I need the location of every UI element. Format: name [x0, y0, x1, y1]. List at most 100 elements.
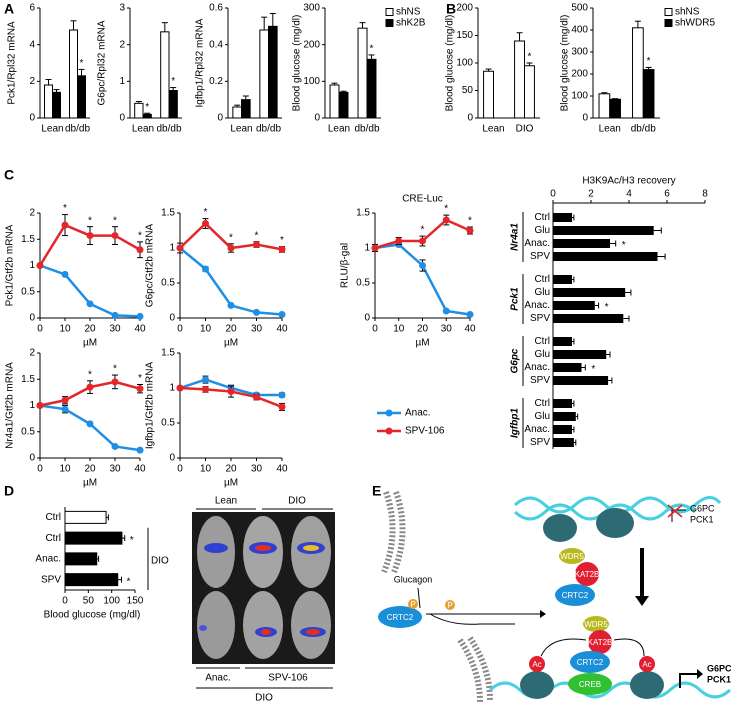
- x-tick-label: 30: [109, 464, 121, 475]
- y-tick-label: 2: [119, 39, 125, 50]
- significance: *: [204, 207, 208, 218]
- y-tick-label: 400: [571, 25, 588, 36]
- bar: [553, 314, 624, 323]
- point: [202, 385, 209, 393]
- point: [111, 442, 119, 450]
- nucleosome: [520, 671, 554, 699]
- nucleosome: [630, 671, 664, 699]
- bar: [553, 412, 576, 421]
- point: [36, 262, 44, 269]
- bar: [64, 531, 123, 545]
- point: [136, 385, 144, 393]
- x-tick-label: Lean: [230, 124, 252, 135]
- membrane: [391, 491, 406, 574]
- x-tick-label: db/db: [256, 124, 281, 135]
- bar: [69, 29, 78, 119]
- bar: [366, 58, 377, 119]
- bar: [553, 399, 572, 408]
- point: [136, 446, 144, 454]
- y-axis-label: Igfbp1/Gtf2b mRNA: [145, 362, 156, 450]
- y-tick-label: 1: [364, 243, 370, 254]
- y-tick-label: 100: [456, 58, 473, 69]
- category-label: Ctrl: [45, 533, 61, 544]
- point: [442, 307, 450, 315]
- y-tick-label: 0.6: [209, 3, 223, 14]
- point: [278, 391, 286, 399]
- nucleosome: [596, 508, 634, 538]
- mouse: [197, 591, 235, 659]
- point: [61, 221, 69, 229]
- series-line: [39, 264, 141, 318]
- y-axis-label: G6pc/Rpl32 mRNA: [97, 20, 108, 105]
- y-tick-label: 1.5: [161, 348, 175, 359]
- acetyl: [529, 656, 545, 672]
- category-label: Ctrl: [534, 398, 550, 409]
- bar: [553, 239, 610, 248]
- y-axis-label: Pck1/Gtf2b mRNA: [5, 224, 16, 306]
- phosphate: [408, 599, 418, 609]
- x-tick-label: Lean: [132, 124, 154, 135]
- y-axis-label: G6pc/Gtf2b mRNA: [145, 223, 156, 307]
- group-label: Nr4a1: [510, 223, 521, 251]
- significance: *: [138, 373, 142, 384]
- y-tick-label: 2: [29, 76, 35, 87]
- significance: *: [622, 240, 626, 251]
- x-tick-label: 6: [664, 189, 670, 200]
- bar: [357, 27, 368, 119]
- legend-swatch: [664, 19, 673, 27]
- significance: *: [113, 215, 117, 226]
- series-line: [374, 243, 471, 316]
- point: [253, 393, 260, 401]
- x-tick-label: 10: [59, 324, 71, 335]
- chart-title: H3K9Ac/H3 recovery: [582, 176, 675, 187]
- x-tick-label: 10: [393, 324, 405, 335]
- gene-label: PCK1: [707, 674, 731, 684]
- point: [419, 237, 426, 245]
- y-axis-label: Blood glucose (mg/dl): [445, 15, 456, 112]
- x-axis-label: µM: [415, 338, 429, 349]
- mouse: [243, 591, 283, 659]
- category-label: Ctrl: [534, 274, 550, 285]
- membrane: [457, 638, 483, 703]
- y-tick-label: 0.5: [21, 286, 35, 297]
- protein: [555, 584, 595, 606]
- phosphate-label: P: [410, 600, 415, 609]
- point: [111, 232, 119, 240]
- point: [253, 241, 260, 248]
- gene-label: G6PC: [690, 503, 715, 513]
- arrowhead: [697, 669, 703, 679]
- membrane: [381, 491, 396, 574]
- x-axis-label: µM: [83, 338, 97, 349]
- y-axis-label: Pck1/Rpl32 mRNA: [7, 21, 18, 105]
- y-tick-label: 200: [456, 3, 473, 14]
- x-tick-label: Lean: [41, 124, 63, 135]
- bar: [553, 275, 572, 284]
- x-tick-label: 30: [109, 324, 121, 335]
- y-tick-label: 4: [29, 39, 35, 50]
- significance: *: [255, 230, 259, 241]
- y-tick-label: 6: [29, 3, 35, 14]
- protein-label: KAT2B: [588, 638, 613, 647]
- diagram: G6PC PCK1 Glucagon CRTC2 P P WDR5 KAT2B …: [378, 491, 732, 703]
- point: [136, 246, 144, 254]
- y-axis-label: Nr4a1/Gtf2b mRNA: [5, 362, 16, 449]
- y-tick-label: 500: [571, 3, 588, 14]
- y-tick-label: 1.5: [161, 208, 175, 219]
- point: [419, 262, 426, 269]
- bar: [524, 65, 535, 119]
- x-tick-label: 0: [62, 596, 68, 607]
- arrow: [417, 587, 421, 609]
- legend-label: shNS: [675, 7, 700, 18]
- membrane: [467, 636, 493, 701]
- y-tick-label: 200: [571, 69, 588, 80]
- bar: [632, 27, 644, 119]
- x-axis-label: µM: [224, 478, 238, 489]
- point: [61, 270, 69, 278]
- bar: [642, 69, 655, 119]
- point: [253, 308, 260, 316]
- signal: [306, 629, 320, 635]
- point: [227, 388, 235, 395]
- x-tick-label: 40: [464, 324, 476, 335]
- bar: [241, 99, 251, 119]
- panel-label: D: [4, 483, 14, 499]
